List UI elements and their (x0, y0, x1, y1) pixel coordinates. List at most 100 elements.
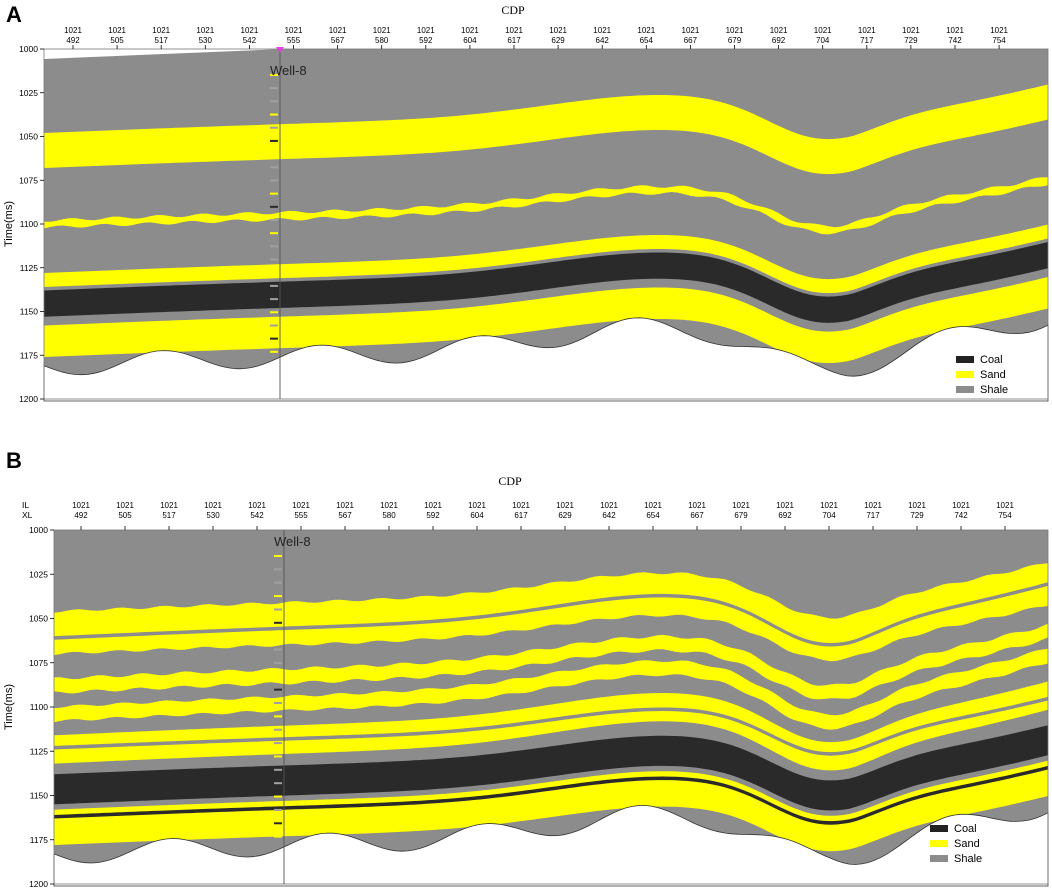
x-tick-il-label: 1021 (72, 501, 90, 510)
x-tick-xl-label: 679 (734, 511, 748, 520)
x-tick-il-label: 1021 (908, 501, 926, 510)
x-tick-il-label: 1021 (770, 26, 788, 35)
well-log-marker (270, 74, 278, 76)
well-log-marker (274, 702, 282, 704)
legend-swatch-shale (956, 386, 974, 393)
well-log-marker (270, 324, 278, 327)
x-tick-xl-label: 604 (463, 36, 477, 45)
x-tick-xl-label: 530 (199, 36, 213, 45)
well-log-marker (270, 271, 278, 274)
x-tick-xl-label: 679 (728, 36, 742, 45)
sand-layer (54, 623, 1048, 700)
x-tick-xl-label: 667 (690, 511, 704, 520)
x-tick-xl-label: 629 (558, 511, 572, 520)
well-log-marker (274, 635, 282, 638)
x-tick-il-label: 1021 (204, 501, 222, 510)
x-tick-xl-label: 517 (162, 511, 176, 520)
well-log-marker (274, 822, 282, 825)
well-log-marker (270, 245, 278, 248)
x-tick-xl-label: 505 (110, 36, 124, 45)
x-tick-il-label: 1021 (996, 501, 1014, 510)
x-tick-il-label: 1021 (549, 26, 567, 35)
sand-layer (44, 177, 1048, 235)
no-data-region (43, 317, 1049, 402)
y-tick-label: 1150 (30, 791, 49, 801)
well-log-marker (274, 581, 282, 584)
legend-swatch-sand (930, 840, 948, 847)
x-tick-il-label: 1021 (820, 501, 838, 510)
x-tick-il-label: 1021 (556, 501, 574, 510)
x-tick-il-label: 1021 (505, 26, 523, 35)
x-tick-il-label: 1021 (858, 26, 876, 35)
well-log-marker (274, 742, 282, 745)
panel-a: A CDP 1000 1025 1050 1075 1100 1125 1150 1175 12… (0, 0, 1052, 440)
legend-label-sand: Sand (980, 369, 1006, 381)
x-tick-il-label: 1021 (461, 26, 479, 35)
well-log-marker (274, 555, 282, 557)
sand-layer (54, 648, 1048, 730)
x-tick-il-label: 1021 (152, 26, 170, 35)
x-axis-title: CDP (501, 3, 525, 17)
x-tick-il-label: 1021 (990, 26, 1008, 35)
well-log-marker (274, 661, 282, 664)
x-tick-xl-label: 567 (338, 511, 352, 520)
well-log-marker (270, 311, 278, 314)
well-log-marker (274, 795, 282, 798)
x-tick-xl-label: 530 (206, 511, 220, 520)
x-tick-xl-label: 580 (375, 36, 389, 45)
x-tick-il-label: 1021 (417, 26, 435, 35)
y-tick-label: 1175 (20, 350, 39, 360)
x-tick-xl-label: 604 (470, 511, 484, 520)
well-log-marker (274, 768, 282, 771)
x-tick-il-label: 1021 (726, 26, 744, 35)
x-tick-il-label: 1021 (732, 501, 750, 510)
y-tick-label: 1125 (30, 746, 49, 756)
x-tick-xl-label: 617 (514, 511, 528, 520)
x-tick-il-label: 1021 (380, 501, 398, 510)
x-tick-xl-label: 717 (860, 36, 874, 45)
well-log-marker (274, 688, 282, 691)
y-axis-label: Time(ms) (3, 201, 15, 247)
x-tick-il-label: 1021 (682, 26, 700, 35)
well-log-marker (274, 675, 282, 678)
well-log-marker (270, 166, 278, 169)
x-tick-xl-label: 667 (684, 36, 698, 45)
coal-seam (44, 242, 1048, 323)
well-log-marker (274, 755, 282, 758)
x-tick-il-label: 1021 (108, 26, 126, 35)
x-tick-il-label: 1021 (241, 26, 259, 35)
x-tick-xl-label: 555 (294, 511, 308, 520)
x-tick-il-label: 1021 (373, 26, 391, 35)
x-tick-il-label: 1021 (952, 501, 970, 510)
y-tick-label: 1075 (29, 658, 48, 668)
x-tick-il-label: 1021 (329, 26, 347, 35)
x-tick-xl-label: 567 (331, 36, 345, 45)
x-tick-il-label: 1021 (160, 501, 178, 510)
x-tick-il-label: 1021 (644, 501, 662, 510)
legend-label-shale: Shale (980, 384, 1008, 396)
x-tick-xl-label: 542 (243, 36, 257, 45)
x-tick-xl-label: 542 (250, 511, 264, 520)
x-tick-il-label: 1021 (336, 501, 354, 510)
il-row-label: IL (22, 500, 29, 510)
x-tick-il-label: 1021 (248, 501, 266, 510)
y-tick-label: 1100 (20, 219, 39, 229)
y-axis-label: Time(ms) (3, 684, 15, 730)
well-log-marker (270, 100, 278, 103)
x-tick-il-label: 1021 (116, 501, 134, 510)
x-tick-il-label: 1021 (468, 501, 486, 510)
lithology-section-a: 1000 1025 1050 1075 1100 1125 1150 1175 1200 Time… (3, 26, 1049, 404)
legend-label-sand: Sand (954, 838, 980, 850)
x-tick-il-label: 1021 (946, 26, 964, 35)
legend-swatch-sand (956, 371, 974, 378)
y-tick-label: 1150 (20, 307, 39, 317)
y-tick-label: 1075 (19, 175, 38, 185)
well-log-marker (270, 139, 278, 142)
x-tick-xl-label: 754 (998, 511, 1012, 520)
sand-layer (44, 84, 1048, 175)
well-log-marker (270, 179, 278, 182)
panel-letter: B (6, 448, 22, 473)
legend-swatch-coal (930, 825, 948, 832)
x-tick-xl-label: 692 (778, 511, 792, 520)
x-tick-il-label: 1021 (196, 26, 214, 35)
